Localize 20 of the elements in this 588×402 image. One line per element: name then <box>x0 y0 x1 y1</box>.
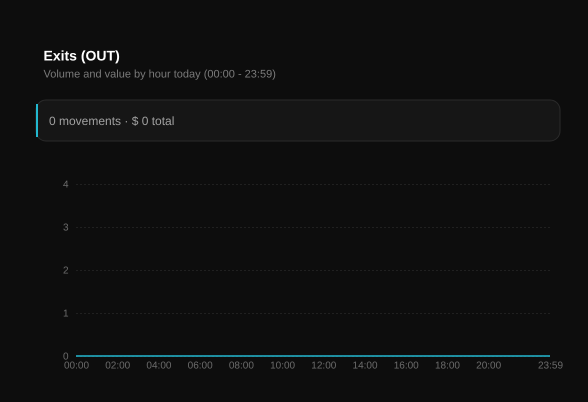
y-tick-label: 3 <box>62 222 69 234</box>
x-tick-label: 08:00 <box>228 360 254 372</box>
chart-title: Exits (OUT) <box>44 48 120 64</box>
y-tick-label: 4 <box>62 180 69 190</box>
y-tick-label: 0 <box>62 352 69 362</box>
x-tick-label: 23:59 <box>538 360 564 372</box>
x-tick-label: 18:00 <box>434 360 460 372</box>
x-tick-label: 02:00 <box>105 360 131 372</box>
x-tick-label: 10:00 <box>270 360 296 372</box>
x-tick-label: 12:00 <box>311 360 337 372</box>
y-tick-label: 2 <box>62 266 69 276</box>
x-tick-label: 00:00 <box>64 360 90 372</box>
text: 0 movements · $ 0 total <box>49 114 174 128</box>
x-tick-label: 16:00 <box>394 360 420 372</box>
x-tick-label: 04:00 <box>146 360 172 372</box>
x-tick-label: 06:00 <box>188 360 214 372</box>
x-tick-label: 14:00 <box>352 360 378 372</box>
x-tick-label: 20:00 <box>476 360 502 372</box>
chart-subtitle: Volume and value by hour today (00:00 - 23:59) <box>44 68 276 80</box>
y-tick-label: 1 <box>62 308 69 320</box>
